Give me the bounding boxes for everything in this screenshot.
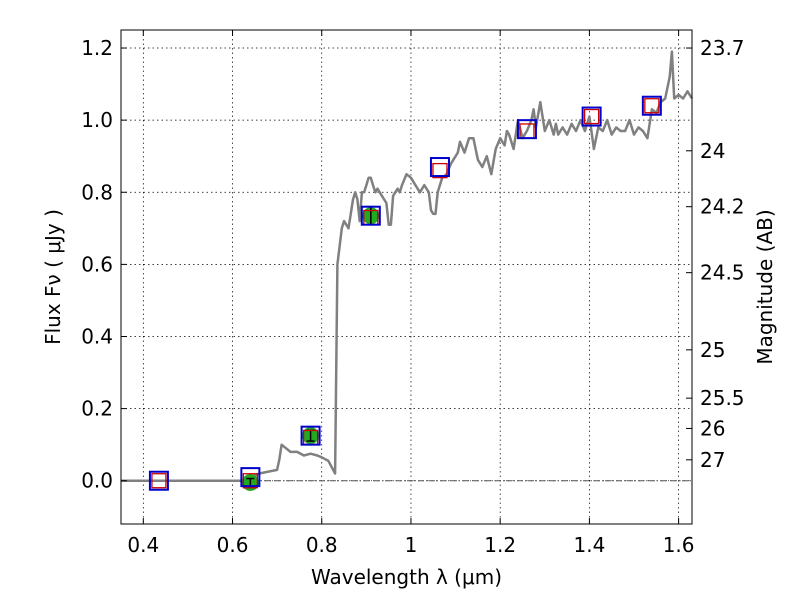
filter-band-point <box>429 157 450 178</box>
magnitude-tick-label: 26 <box>700 416 725 440</box>
model-spectrum <box>121 50 694 482</box>
x-tick-label: 1.2 <box>484 533 516 557</box>
magnitude-tick-label: 24.5 <box>700 261 745 285</box>
x-tick-label: 1.4 <box>573 533 605 557</box>
filter-band-point <box>360 205 381 226</box>
model-photometry-point <box>432 162 448 179</box>
model-photometry-point <box>242 473 259 489</box>
grid-lines <box>121 30 692 524</box>
magnitude-tick-label: 25.5 <box>700 386 745 410</box>
model-photometry-point <box>583 108 600 125</box>
y-tick-label: 0.4 <box>81 324 113 348</box>
y-tick-label: 1.0 <box>81 108 113 132</box>
spectrum-line <box>121 50 694 482</box>
y-tick-label: 0.6 <box>81 252 113 276</box>
filter-band-point <box>300 425 321 446</box>
x-tick-label: 1 <box>405 533 418 557</box>
model-photometry-point <box>644 98 660 114</box>
filter-band-point <box>148 470 169 491</box>
x-tick-label: 0.4 <box>127 533 159 557</box>
plot-frame <box>120 29 693 525</box>
magnitude-tick-label: 23.7 <box>700 36 745 60</box>
magnitude-axis-label: Magnitude (AB) <box>753 209 777 364</box>
filter-band-point <box>516 119 537 140</box>
magnitude-tick-label: 27 <box>700 448 725 472</box>
model-photometry-point <box>151 473 167 489</box>
axis-ticks: 0.4 0.6 0.8 1 1.2 1.4 1.6 0.0 0.2 0.4 0.6 0.8 1.0 1.2… <box>81 30 745 557</box>
y-axis-label: Flux Fν ( μJy ) <box>41 209 65 345</box>
y-tick-label: 0.0 <box>81 469 113 493</box>
y-tick-label: 0.2 <box>81 397 113 421</box>
x-tick-label: 0.6 <box>217 533 249 557</box>
y-tick-label: 0.8 <box>81 180 113 204</box>
magnitude-tick-label: 24 <box>700 139 725 163</box>
filter-band-point <box>581 106 602 127</box>
x-tick-label: 0.8 <box>306 533 338 557</box>
x-axis-label: Wavelength λ (μm) <box>311 565 502 589</box>
magnitude-tick-label: 25 <box>700 338 725 362</box>
x-tick-label: 1.6 <box>663 533 695 557</box>
y-tick-label: 1.2 <box>81 36 113 60</box>
filter-band-point <box>641 95 662 116</box>
photometry-markers <box>148 95 662 492</box>
magnitude-tick-label: 24.2 <box>700 195 745 219</box>
filter-band-point <box>240 467 261 488</box>
